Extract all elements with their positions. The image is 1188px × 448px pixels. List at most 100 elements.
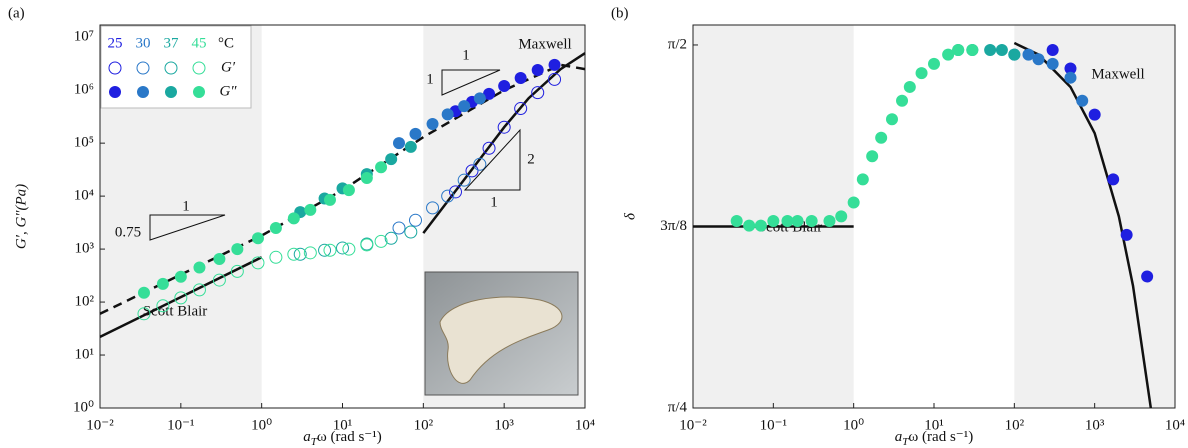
y-axis-label: G′, G″(Pa) [13,184,29,249]
point [903,80,916,93]
inset-tissue [439,296,563,384]
storage-point [384,231,398,245]
legend-label: 45 [192,35,207,51]
storage-point [514,102,528,116]
storage-point [404,225,418,239]
loss-point [251,232,264,245]
point [856,173,869,186]
legend-marker [164,61,178,75]
panel-label: (b) [611,5,629,21]
loss-point [404,140,417,153]
point [754,219,767,232]
legend-label: 25 [108,35,123,51]
point [1107,173,1120,186]
legend-marker [165,86,177,98]
y-tick-label: 3π/8 [660,218,687,234]
point [1120,228,1133,241]
slope-label: 1 [490,194,498,210]
x-tick-label: 10⁻² [679,417,707,433]
storage-point [473,157,487,171]
loss-point [304,203,317,216]
legend-label: 30 [136,35,151,51]
loss-point [426,117,439,130]
point [952,43,965,56]
storage-point [156,299,170,313]
x-label-subscript: T [902,436,909,448]
x-tick-label: 10⁴ [575,417,595,433]
point [1046,57,1059,70]
storage-point [251,256,265,270]
point [1046,43,1059,56]
storage-point [374,234,388,248]
x-label-rest: ω (rad s⁻¹) [317,429,382,445]
y-tick-label: π/2 [668,36,687,52]
storage-point [531,86,545,100]
storage-point [287,247,301,261]
slope-triangle [463,128,521,191]
legend-label: 37 [164,35,180,51]
storage-point [137,307,151,321]
slope-label: 1 [462,47,470,63]
slope-triangle [149,214,226,241]
y-tick-label: 10² [75,293,95,309]
legend-marker [109,86,121,98]
storage-point [441,189,455,203]
x-tick-label: 10⁻² [86,417,114,433]
point [1008,48,1021,61]
panel-label: (a) [8,5,25,21]
loss-point [498,79,511,92]
point [995,43,1008,56]
legend-marker [193,86,205,98]
x-axis-label: aTω (rad s⁻¹) [303,429,381,447]
storage-point [426,201,440,215]
loss-point [342,184,355,197]
point [1032,53,1045,66]
x-axis-label: aTω (rad s⁻¹) [895,429,973,447]
loss-point [393,137,406,150]
point [1022,48,1035,61]
point [823,214,836,227]
loss-point [360,171,373,184]
loss-point [287,212,300,225]
storage-point [230,264,244,278]
point [875,131,888,144]
loss-point [409,127,422,140]
storage-point [465,164,479,178]
point [1088,108,1101,121]
fit-label: Maxwell [1091,66,1144,82]
loss-point [174,270,187,283]
storage-point [336,241,349,255]
x-tick-label: 10¹ [924,417,944,433]
point [942,48,955,61]
loss-point [441,108,454,121]
point [866,150,879,163]
storage-point [212,273,226,287]
fit-line [99,256,263,339]
loss-point [548,58,561,71]
y-tick-label: π/4 [668,399,688,415]
slope-triangle [441,69,501,96]
storage-point [449,185,463,199]
storage-point [457,173,471,187]
legend-marker [108,61,122,75]
point [1064,62,1077,75]
x-tick-label: 10⁻¹ [760,417,787,433]
x-tick-label: 10³ [494,417,514,433]
loss-point [156,277,169,290]
y-tick-label: 10³ [75,241,95,257]
x-label-symbol: a [895,429,903,445]
loss-point [375,161,388,174]
storage-point [174,291,188,305]
x-tick-label: 10³ [1085,417,1105,433]
point [1141,270,1154,283]
point [767,214,780,227]
storage-point [408,213,422,227]
point [743,219,756,232]
loss-point [231,243,244,256]
slope-label: 1 [182,198,190,214]
legend-marker [136,61,150,75]
slope-label: 1 [426,71,434,87]
point [885,113,898,126]
